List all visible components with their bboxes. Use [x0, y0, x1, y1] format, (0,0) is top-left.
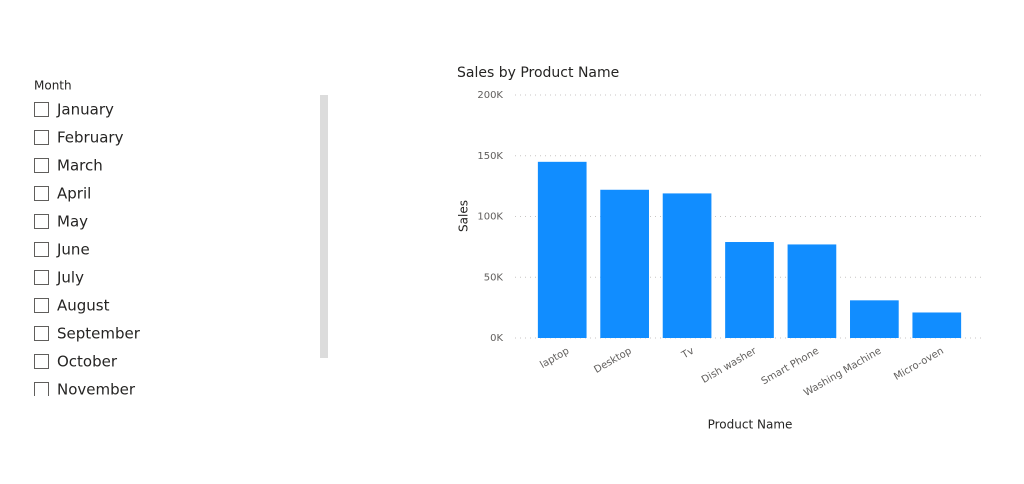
checkbox[interactable] [34, 102, 49, 117]
slicer-item[interactable]: February [57, 129, 124, 147]
slicer-item[interactable]: November [57, 381, 136, 399]
x-tick-label: Micro-oven [892, 346, 945, 383]
bar[interactable] [725, 242, 774, 338]
checkbox[interactable] [34, 186, 49, 201]
slicer-item[interactable]: July [56, 269, 84, 287]
slicer-item[interactable]: March [57, 157, 103, 175]
bar-chart: Sales by Product Name Sales Product Name… [457, 65, 985, 432]
checkbox[interactable] [34, 382, 49, 397]
x-tick-label: Smart Phone [760, 346, 821, 388]
x-tick-label: Desktop [592, 346, 633, 376]
bar[interactable] [600, 189, 649, 338]
slicer-item[interactable]: April [57, 185, 91, 203]
y-tick-label: 0K [490, 333, 503, 344]
y-tick-label: 200K [477, 90, 503, 101]
scrollbar[interactable] [320, 95, 328, 358]
slicer-title: Month [34, 79, 72, 93]
y-axis-label: Sales [457, 200, 471, 232]
y-tick-label: 100K [477, 212, 503, 223]
bar[interactable] [912, 312, 962, 338]
checkbox[interactable] [34, 298, 49, 313]
checkbox[interactable] [34, 326, 49, 341]
checkbox[interactable] [34, 242, 49, 257]
x-tick-label: laptop [538, 346, 571, 371]
x-axis-label: Product Name [708, 418, 793, 432]
checkbox[interactable] [34, 214, 49, 229]
checkbox[interactable] [34, 158, 49, 173]
bar[interactable] [787, 244, 837, 338]
y-tick-label: 50K [484, 272, 504, 283]
month-slicer: Month January February March April May June Ju… [34, 79, 328, 399]
bar[interactable] [850, 300, 899, 338]
checkbox[interactable] [34, 270, 49, 285]
checkbox[interactable] [34, 130, 49, 145]
checkbox[interactable] [34, 354, 49, 369]
slicer-item[interactable]: May [57, 213, 88, 231]
slicer-item[interactable]: August [57, 297, 110, 315]
chart-title: Sales by Product Name [457, 65, 619, 81]
y-tick-label: 150K [477, 151, 503, 162]
slicer-item[interactable]: January [56, 101, 114, 119]
x-tick-label: Tv [679, 346, 696, 362]
slicer-items: January February March April May June July Augu… [34, 101, 141, 399]
slicer-item[interactable]: September [57, 325, 141, 343]
x-tick-label: Dish washer [700, 345, 759, 386]
slicer-item[interactable]: October [57, 353, 118, 371]
bar[interactable] [662, 193, 712, 338]
slicer-item[interactable]: June [56, 241, 90, 259]
bar[interactable] [537, 161, 587, 338]
